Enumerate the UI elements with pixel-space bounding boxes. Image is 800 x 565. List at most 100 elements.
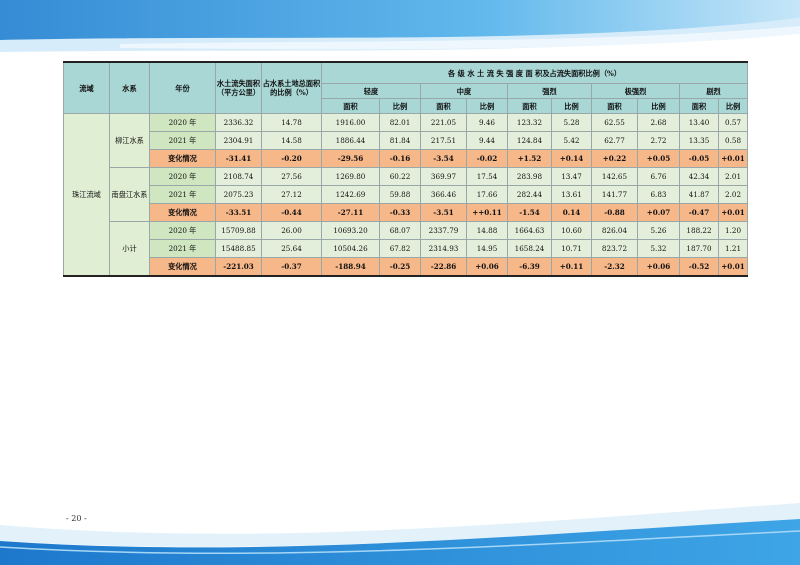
level-area-cell: -0.47 bbox=[679, 203, 719, 222]
ratio-cell: 14.78 bbox=[261, 113, 322, 132]
level-header: 中度 bbox=[420, 83, 508, 99]
year-cell: 2020 年 bbox=[149, 221, 216, 240]
system-cell: 柳江水系 bbox=[109, 113, 150, 168]
top-wave-decoration bbox=[0, 0, 800, 52]
level-area-cell: 217.51 bbox=[420, 131, 467, 150]
level-area-cell: 62.77 bbox=[591, 131, 638, 150]
level-area-cell: 41.87 bbox=[679, 185, 719, 204]
subheader-area: 面积 bbox=[321, 98, 380, 114]
level-header: 强烈 bbox=[507, 83, 592, 99]
ratio-cell: -0.20 bbox=[261, 149, 322, 168]
col-header-basin: 流域 bbox=[63, 61, 110, 114]
level-proportion-cell: 2.68 bbox=[637, 113, 680, 132]
level-area-cell: 10693.20 bbox=[321, 221, 380, 240]
level-area-cell: 1916.00 bbox=[321, 113, 380, 132]
level-area-cell: 124.84 bbox=[507, 131, 552, 150]
level-proportion-cell: 6.76 bbox=[637, 167, 680, 186]
level-proportion-cell: +0.11 bbox=[551, 257, 592, 277]
level-proportion-cell: 17.54 bbox=[466, 167, 508, 186]
table-row: 变化情况 -221.03 -0.37 -188.94 -0.25 -22.86 +0.06-… bbox=[64, 257, 749, 277]
level-area-cell: 823.72 bbox=[591, 239, 638, 258]
erosion-area-cell: 15488.85 bbox=[215, 239, 262, 258]
level-area-cell: -188.94 bbox=[321, 257, 380, 277]
subheader-proportion: 比例 bbox=[379, 98, 421, 114]
level-proportion-cell: 1.21 bbox=[717, 239, 749, 258]
ratio-cell: -0.44 bbox=[261, 203, 322, 222]
ratio-cell: 14.58 bbox=[261, 131, 322, 150]
level-proportion-cell: -0.02 bbox=[466, 149, 508, 168]
level-proportion-cell: 82.01 bbox=[379, 113, 421, 132]
level-proportion-cell: 9.46 bbox=[466, 113, 508, 132]
level-area-cell: 2314.93 bbox=[420, 239, 467, 258]
year-cell: 2021 年 bbox=[149, 185, 216, 204]
level-area-cell: 13.40 bbox=[679, 113, 719, 132]
system-cell: 小计 bbox=[109, 221, 150, 277]
table-row: 2021 年 2075.23 27.12 1242.69 59.88 366.46 17.6… bbox=[64, 185, 749, 204]
level-proportion-cell: -0.16 bbox=[379, 149, 421, 168]
ratio-cell: 27.12 bbox=[261, 185, 322, 204]
year-cell: 2021 年 bbox=[149, 239, 216, 258]
level-proportion-cell: -0.33 bbox=[379, 203, 421, 222]
level-area-cell: -6.39 bbox=[507, 257, 552, 277]
col-header-ratio: 占水系土地总面积的比例（%） bbox=[261, 61, 322, 114]
level-proportion-cell: 0.57 bbox=[717, 113, 749, 132]
level-area-cell: 369.97 bbox=[420, 167, 467, 186]
level-area-cell: -27.11 bbox=[321, 203, 380, 222]
level-proportion-cell: 13.47 bbox=[551, 167, 592, 186]
soil-erosion-table: 流域 水系 年份 水土流失面积（平方公里） 占水系土地总面积的比例（%） 各 级… bbox=[63, 61, 749, 277]
table-row: 珠江流域 柳江水系 2020 年 2336.32 14.78 1916.00 82.01 22… bbox=[63, 113, 749, 277]
level-proportion-cell: +0.06 bbox=[466, 257, 508, 277]
subheader-area: 面积 bbox=[507, 98, 552, 114]
level-proportion-cell: 2.72 bbox=[637, 131, 680, 150]
erosion-area-cell: -33.51 bbox=[215, 203, 262, 222]
table-body: 珠江流域 柳江水系 2020 年 2336.32 14.78 1916.00 82.01 22… bbox=[63, 113, 749, 277]
ratio-cell: 27.56 bbox=[261, 167, 322, 186]
level-area-cell: 282.44 bbox=[507, 185, 552, 204]
level-proportion-cell: 0.14 bbox=[551, 203, 592, 222]
system-cell: 南盘江水系 bbox=[109, 167, 150, 222]
level-area-cell: 1886.44 bbox=[321, 131, 380, 150]
level-proportion-cell: 5.26 bbox=[637, 221, 680, 240]
level-proportion-cell: ++0.11 bbox=[466, 203, 508, 222]
subheader-proportion: 比例 bbox=[717, 98, 749, 114]
level-area-cell: 142.65 bbox=[591, 167, 638, 186]
subheader-proportion: 比例 bbox=[551, 98, 592, 114]
level-area-cell: +1.52 bbox=[507, 149, 552, 168]
level-proportion-cell: +0.01 bbox=[717, 257, 749, 277]
header-row-3: 面积 比例 面积 比例 面积 比例 面积 比例 面积 比例 bbox=[64, 98, 749, 114]
level-proportion-cell: 2.01 bbox=[717, 167, 749, 186]
level-proportion-cell: -0.25 bbox=[379, 257, 421, 277]
level-area-cell: 1242.69 bbox=[321, 185, 380, 204]
year-cell: 2020 年 bbox=[149, 167, 216, 186]
col-header-erosion-area: 水土流失面积（平方公里） bbox=[215, 61, 262, 114]
level-proportion-cell: +0.06 bbox=[637, 257, 680, 277]
level-area-cell: 1658.24 bbox=[507, 239, 552, 258]
level-area-cell: -0.52 bbox=[679, 257, 719, 277]
level-area-cell: 123.32 bbox=[507, 113, 552, 132]
header-row-1: 流域 水系 年份 水土流失面积（平方公里） 占水系土地总面积的比例（%） 各 级… bbox=[63, 61, 749, 114]
level-proportion-cell: 10.60 bbox=[551, 221, 592, 240]
level-area-cell: 187.70 bbox=[679, 239, 719, 258]
year-cell: 变化情况 bbox=[149, 257, 216, 277]
level-area-cell: 13.35 bbox=[679, 131, 719, 150]
level-proportion-cell: +0.01 bbox=[717, 149, 749, 168]
level-proportion-cell: 14.95 bbox=[466, 239, 508, 258]
erosion-area-cell: 2108.74 bbox=[215, 167, 262, 186]
table-row: 变化情况 -33.51 -0.44 -27.11 -0.33 -3.51 ++0.11 -1.… bbox=[64, 203, 749, 222]
level-proportion-cell: 9.44 bbox=[466, 131, 508, 150]
level-area-cell: 283.98 bbox=[507, 167, 552, 186]
col-header-intensity-group: 各 级 水 土 流 失 强 度 面 积及占流失面积比例（%） bbox=[320, 61, 749, 84]
level-area-cell: 42.34 bbox=[679, 167, 719, 186]
level-proportion-cell: 14.88 bbox=[466, 221, 508, 240]
level-area-cell: -22.86 bbox=[420, 257, 467, 277]
erosion-area-cell: 2304.91 bbox=[215, 131, 262, 150]
page-number: - 20 - bbox=[66, 514, 87, 523]
level-area-cell: 366.46 bbox=[420, 185, 467, 204]
level-header: 极强烈 bbox=[591, 83, 680, 99]
level-proportion-cell: 59.88 bbox=[379, 185, 421, 204]
level-proportion-cell: 6.83 bbox=[637, 185, 680, 204]
level-area-cell: 10504.26 bbox=[321, 239, 380, 258]
level-proportion-cell: 13.61 bbox=[551, 185, 592, 204]
erosion-area-cell: -31.41 bbox=[215, 149, 262, 168]
subheader-area: 面积 bbox=[591, 98, 638, 114]
